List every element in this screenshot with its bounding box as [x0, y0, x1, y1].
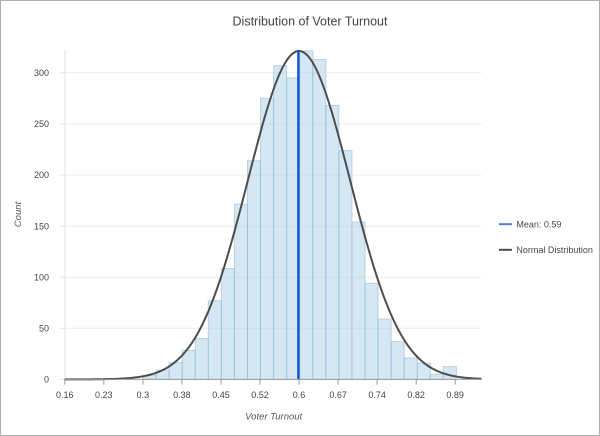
svg-text:Count: Count — [13, 201, 24, 227]
svg-text:Distribution of Voter Turnout: Distribution of Voter Turnout — [233, 15, 388, 29]
svg-text:0.3: 0.3 — [137, 390, 150, 400]
svg-text:200: 200 — [34, 170, 49, 180]
svg-text:0.45: 0.45 — [212, 390, 230, 400]
svg-text:0.6: 0.6 — [293, 390, 306, 400]
svg-text:0.74: 0.74 — [368, 390, 386, 400]
svg-text:0.67: 0.67 — [329, 390, 347, 400]
svg-text:0.38: 0.38 — [173, 390, 191, 400]
svg-text:0.89: 0.89 — [446, 390, 464, 400]
svg-text:300: 300 — [34, 68, 49, 78]
svg-text:0: 0 — [44, 375, 49, 385]
svg-text:250: 250 — [34, 119, 49, 129]
svg-text:Mean: 0.59: Mean: 0.59 — [516, 220, 561, 230]
svg-text:100: 100 — [34, 272, 49, 282]
svg-text:50: 50 — [39, 324, 49, 334]
svg-text:0.23: 0.23 — [95, 390, 113, 400]
svg-text:0.52: 0.52 — [251, 390, 269, 400]
svg-text:0.82: 0.82 — [407, 390, 425, 400]
svg-text:150: 150 — [34, 221, 49, 231]
svg-text:Normal Distribution: Normal Distribution — [516, 245, 593, 255]
svg-text:0.16: 0.16 — [56, 390, 74, 400]
svg-text:Voter Turnout: Voter Turnout — [245, 412, 302, 423]
